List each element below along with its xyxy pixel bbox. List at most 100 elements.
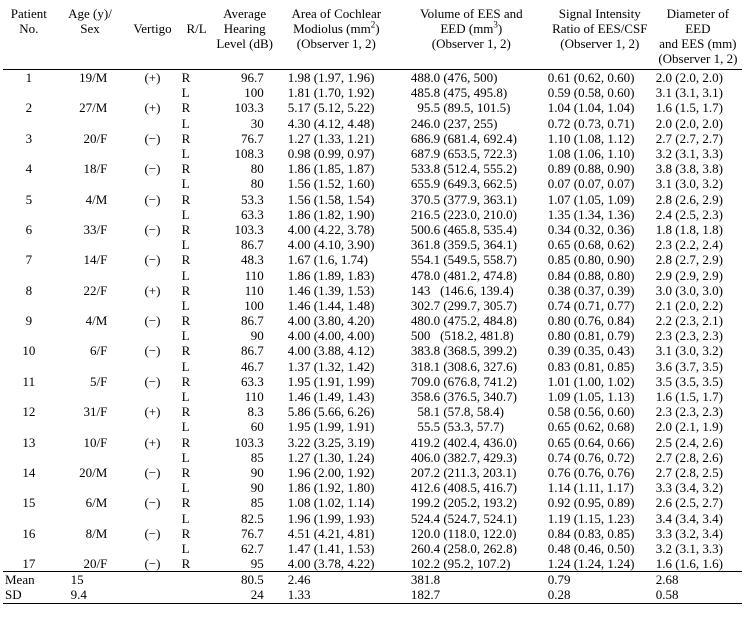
cell-area: 1.81 (1.70, 1.92)	[287, 85, 375, 101]
cell-volume: 419.2 (402.4, 436.0)	[410, 434, 517, 450]
cell-volume: 102.2 (95.2, 107.2)	[410, 556, 511, 572]
cell-patient-no: 17	[22, 556, 36, 572]
cell-age-sex	[55, 85, 126, 100]
cell-rl: L	[181, 358, 190, 374]
cell-rl: L	[181, 328, 190, 344]
cell-signal: 0.92 (0.95, 0.89)	[547, 495, 635, 511]
cell-volume: 524.4 (524.7, 524.1)	[410, 510, 517, 526]
header-volume-sup: 3	[493, 19, 498, 30]
header-hearing-level: Average Hearing Level (dB)	[214, 6, 276, 70]
table-header: Patient No. Age (y)/ Sex Vertigo R/L Ave…	[3, 6, 742, 70]
cell-volume: 383.8 (368.5, 399.2)	[410, 343, 517, 359]
table-row: 6 33/F (−) R 103.3 4.00 (4.22, 3.78) 500.6 (46…	[3, 222, 742, 237]
cell-hearing-level: 103.3	[234, 221, 264, 237]
cell-vertigo: (−)	[144, 343, 161, 359]
cell-hearing-level: 80	[250, 161, 264, 177]
header-signal-line3: (Observer 1, 2)	[560, 36, 640, 51]
cell-signal: 0.59 (0.58, 0.60)	[547, 85, 635, 101]
cell-age-sex	[55, 541, 126, 556]
cell-area: 4.51 (4.21, 4.81)	[287, 525, 375, 541]
cell-signal: 0.38 (0.37, 0.39)	[547, 282, 635, 298]
cell-patient-no	[3, 359, 55, 374]
cell-rl: R	[181, 404, 191, 420]
cell-signal: 0.85 (0.80, 0.90)	[547, 252, 635, 268]
cell-area: 1.56 (1.52, 1.60)	[287, 176, 375, 192]
cell-hearing-level: 63.3	[241, 206, 264, 222]
cell-rl: L	[181, 419, 190, 435]
cell-volume: 318.1 (308.6, 327.6)	[410, 358, 517, 374]
cell-diameter: 2.3 (2.3, 2.3)	[655, 404, 723, 420]
cell-hearing-level: 86.7	[241, 237, 264, 253]
cell-vertigo	[125, 328, 179, 343]
summary-body: Mean 15 80.5 2.46 381.8 0.79 2.68 SD 9.4 24 1.33 18…	[3, 571, 742, 604]
table-row: L 80 1.56 (1.52, 1.60) 655.9 (649.3, 662.5)…	[3, 176, 742, 191]
cell-rl: R	[181, 252, 191, 268]
cell-hearing-level: 85	[250, 449, 264, 465]
cell-age-sex	[55, 267, 126, 282]
cell-volume: 216.5 (223.0, 210.0)	[410, 206, 517, 222]
table-row: 8 22/F (+) R 110 1.46 (1.39, 1.53) 143 (146.6,…	[3, 283, 742, 298]
cell-rl: L	[181, 510, 190, 526]
cell-diameter: 1.6 (1.6, 1.6)	[655, 556, 723, 572]
cell-signal: 1.14 (1.11, 1.17)	[547, 480, 634, 496]
cell-diameter: 2.7 (2.7, 2.7)	[655, 130, 723, 146]
summary-hearing: 80.5	[213, 571, 276, 588]
cell-diameter: 3.3 (3.2, 3.4)	[655, 525, 723, 541]
header-age-sex: Age (y)/ Sex	[55, 6, 126, 70]
cell-vertigo	[125, 510, 179, 525]
cell-area: 3.22 (3.25, 3.19)	[287, 434, 375, 450]
cell-rl: L	[181, 176, 190, 192]
cell-diameter: 2.8 (2.6, 2.9)	[655, 191, 723, 207]
cell-volume: 655.9 (649.3, 662.5)	[410, 176, 517, 192]
summary-volume: 381.8	[396, 571, 546, 588]
cell-hearing-level: 63.3	[241, 373, 264, 389]
cell-age-sex: 20/M	[79, 464, 108, 480]
summary-diameter: 0.58	[653, 587, 742, 604]
table-row: L 85 1.27 (1.30, 1.24) 406.0 (382.7, 429.3)…	[3, 450, 742, 465]
cell-age-sex: 6/M	[85, 495, 108, 511]
cell-signal: 0.89 (0.88, 0.90)	[547, 161, 635, 177]
table-row: 16 8/M (−) R 76.7 4.51 (4.21, 4.81) 120.0 (118…	[3, 526, 742, 541]
cell-area: 5.86 (5.66, 6.26)	[287, 404, 375, 420]
summary-age: 9.4	[54, 587, 126, 604]
table-row: L 90 1.86 (1.92, 1.80) 412.6 (408.5, 416.7)…	[3, 480, 742, 495]
cell-area: 1.67 (1.6, 1.74)	[287, 252, 368, 268]
header-rl: R/L	[180, 6, 214, 70]
cell-age-sex	[55, 146, 126, 161]
cell-age-sex: 8/M	[85, 525, 108, 541]
cell-patient-no: 8	[25, 282, 33, 298]
cell-signal: 0.80 (0.81, 0.79)	[547, 328, 635, 344]
cell-area: 1.86 (1.89, 1.83)	[287, 267, 375, 283]
header-hearing-line3: Level (dB)	[216, 36, 273, 51]
cell-signal: 0.65 (0.68, 0.62)	[547, 237, 635, 253]
cell-hearing-level: 60	[250, 419, 264, 435]
cell-vertigo	[125, 237, 179, 252]
cell-patient-no: 15	[22, 495, 36, 511]
table-row: L 108.3 0.98 (0.99, 0.97) 687.9 (653.5, 722…	[3, 146, 742, 161]
cell-rl: R	[181, 373, 191, 389]
cell-diameter: 2.6 (2.5, 2.7)	[655, 495, 723, 511]
cell-volume: 58.1 (57.8, 58.4)	[410, 404, 504, 420]
header-rl-label: R/L	[186, 21, 207, 36]
cell-vertigo	[125, 116, 179, 131]
table-row: 17 20/F (−) R 95 4.00 (3.78, 4.22) 102.2 (95.2…	[3, 556, 742, 572]
cell-vertigo: (−)	[144, 556, 161, 572]
cell-vertigo	[125, 146, 179, 161]
table-row: 1 19/M (+) R 96.7 1.98 (1.97, 1.96) 488.0 (476…	[3, 70, 742, 86]
cell-signal: 0.61 (0.62, 0.60)	[547, 70, 635, 86]
cell-rl: R	[181, 464, 191, 480]
cell-hearing-level: 103.3	[234, 434, 264, 450]
header-signal-line2: Ratio of EES/CSF	[552, 21, 648, 36]
header-patient-no-line1: Patient	[10, 6, 47, 21]
cell-hearing-level: 110	[244, 282, 264, 298]
cell-age-sex	[55, 237, 126, 252]
cell-age-sex	[55, 298, 126, 313]
cell-patient-no: 16	[22, 525, 36, 541]
table-body: 1 19/M (+) R 96.7 1.98 (1.97, 1.96) 488.0 (476…	[3, 70, 742, 572]
cell-hearing-level: 90	[250, 328, 264, 344]
cell-diameter: 3.4 (3.4, 3.4)	[655, 510, 723, 526]
table-row: L 86.7 4.00 (4.10, 3.90) 361.8 (359.5, 364.…	[3, 237, 742, 252]
cell-area: 4.00 (3.88, 4.12)	[287, 343, 375, 359]
summary-empty	[125, 587, 180, 604]
header-patient-no-line2: No.	[19, 21, 39, 36]
